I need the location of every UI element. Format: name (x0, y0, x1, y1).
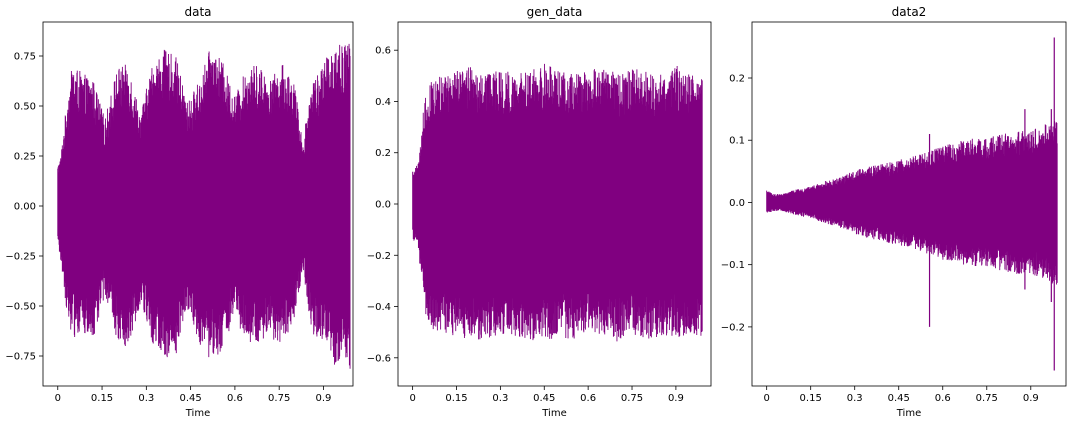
x-tick-label: 0.75 (621, 393, 643, 404)
y-tick-label: 0.2 (375, 148, 391, 159)
axes-frame (42, 21, 354, 387)
y-tick-label: 0.0 (375, 200, 391, 211)
x-tick-label: 0.6 (935, 393, 951, 404)
panel-data: data 0 0.15 0.3 0.45 0.6 0.75 0.9 −0.75 −0.50 −0.2… (5, 5, 354, 419)
y-tick-label: 0.50 (14, 102, 36, 113)
x-tick-label: 0.3 (847, 393, 863, 404)
x-tick-label: 0.45 (888, 393, 910, 404)
x-tick-label: 0 (55, 393, 61, 404)
axes-frame (751, 21, 1067, 387)
chart-title: data (184, 5, 211, 19)
x-axis-label: Time (541, 408, 566, 419)
y-tick-label: −0.2 (721, 322, 745, 333)
x-tick-label: 0.9 (1023, 393, 1039, 404)
x-axis-label: Time (896, 408, 921, 419)
waveform-series (412, 63, 703, 342)
x-tick-label: 0.75 (976, 393, 998, 404)
x-axis-label: Time (185, 408, 210, 419)
y-tick-label: −0.1 (721, 260, 745, 271)
y-tick-label: 0.0 (729, 198, 745, 209)
y-tick-label: 0.25 (14, 152, 36, 163)
x-tick-label: 0.3 (138, 393, 154, 404)
y-tick-label: 0.6 (375, 46, 391, 57)
x-tick-label: 0.6 (227, 393, 243, 404)
panel-data2: data2 0 0.15 0.3 0.45 0.6 0.75 0.9 −0.2 −0.1 0.0 0.… (721, 5, 1067, 419)
y-tick-label: 0.2 (729, 74, 745, 85)
y-tick-label: −0.25 (5, 252, 36, 263)
y-tick-label: 0.1 (729, 136, 745, 147)
y-tick-label: 0.00 (14, 202, 36, 213)
x-tick-label: 0.15 (445, 393, 467, 404)
x-tick-label: 0.45 (179, 393, 201, 404)
waveform-series (57, 43, 351, 369)
x-tick-label: 0.3 (492, 393, 508, 404)
x-tick-label: 0 (409, 393, 415, 404)
x-tick-label: 0.75 (268, 393, 290, 404)
chart-title: gen_data (527, 5, 583, 19)
y-tick-label: 0.4 (375, 97, 391, 108)
y-tick-label: −0.50 (5, 302, 36, 313)
x-tick-label: 0.15 (800, 393, 822, 404)
waveform-series (766, 121, 1058, 285)
x-tick-label: 0 (763, 393, 769, 404)
x-tick-label: 0.15 (91, 393, 113, 404)
y-tick-label: −0.2 (367, 251, 391, 262)
x-tick-label: 0.9 (668, 393, 684, 404)
y-tick-label: −0.4 (367, 302, 391, 313)
y-tick-label: −0.75 (5, 352, 36, 363)
x-tick-label: 0.9 (316, 393, 332, 404)
chart-title: data2 (892, 5, 927, 19)
x-tick-label: 0.45 (533, 393, 555, 404)
panel-gen-data: gen_data 0 0.15 0.3 0.45 0.6 0.75 0.9 −0.6 −0.4 −0… (367, 5, 712, 419)
x-tick-label: 0.6 (580, 393, 596, 404)
y-tick-label: 0.75 (14, 52, 36, 63)
y-tick-label: −0.6 (367, 353, 391, 364)
